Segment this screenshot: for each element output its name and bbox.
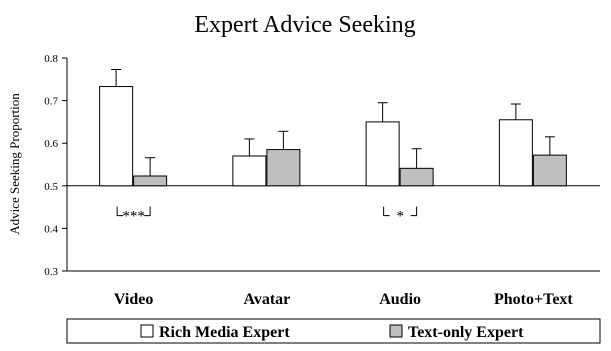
significance-marker: *** xyxy=(122,209,145,225)
legend-label: Rich Media Expert xyxy=(159,324,290,341)
significance-annotations: *** * xyxy=(117,207,417,225)
y-tick-label: 0.6 xyxy=(44,138,58,150)
bar-rich-media xyxy=(366,122,399,186)
y-tick-label: 0.8 xyxy=(44,53,58,65)
bar-rich-media xyxy=(233,156,266,186)
bars xyxy=(100,70,567,186)
significance-marker: * xyxy=(396,209,404,225)
legend-swatch-text-only xyxy=(390,325,402,337)
x-tick-labels: Video Avatar Audio Photo+Text xyxy=(114,291,574,308)
chart-title: Expert Advice Seeking xyxy=(194,12,415,38)
y-tick-label: 0.5 xyxy=(44,181,58,193)
bar-text-only xyxy=(267,150,300,186)
x-tick-label: Audio xyxy=(379,291,421,308)
y-tick-label: 0.3 xyxy=(44,266,58,278)
x-tick-label: Avatar xyxy=(243,291,290,308)
bar-text-only xyxy=(533,155,566,186)
bar-rich-media xyxy=(100,87,133,186)
legend-label: Text-only Expert xyxy=(408,324,524,341)
y-tick-label: 0.4 xyxy=(44,223,58,235)
bar-text-only xyxy=(134,176,167,186)
y-axis-label: Advice Seeking Proportion xyxy=(7,93,22,235)
y-tick-label: 0.7 xyxy=(44,96,58,108)
significance-bracket-right xyxy=(411,207,417,216)
bar-rich-media xyxy=(499,120,532,186)
x-tick-label: Photo+Text xyxy=(494,291,573,308)
legend: Rich Media Expert Text-only Expert xyxy=(67,319,600,343)
legend-swatch-rich-media xyxy=(141,325,153,337)
bar-text-only xyxy=(400,168,433,185)
significance-bracket-left xyxy=(384,207,390,216)
x-tick-label: Video xyxy=(114,291,153,308)
significance-bracket-right xyxy=(144,207,150,216)
